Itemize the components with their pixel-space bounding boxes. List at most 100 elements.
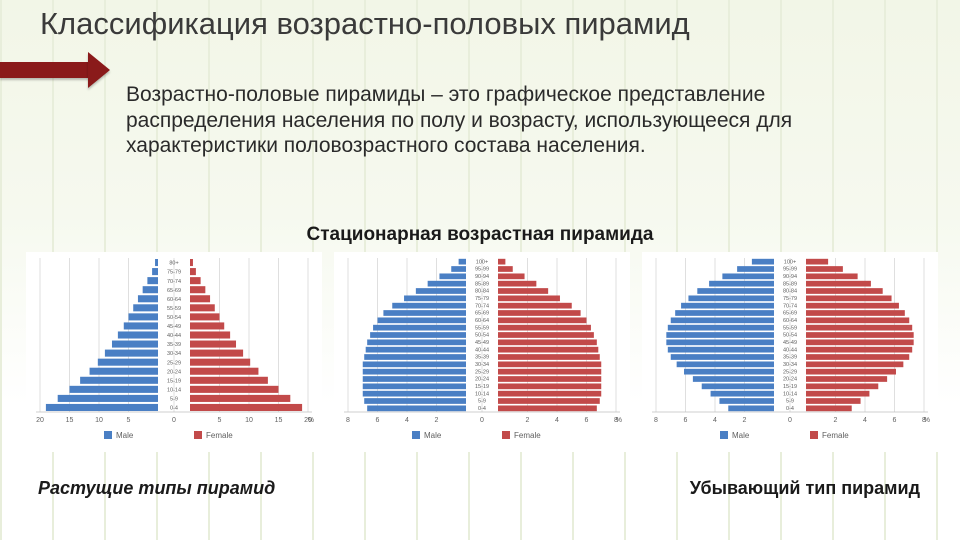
svg-text:50-54: 50-54 — [783, 333, 797, 339]
svg-text:35-39: 35-39 — [475, 355, 489, 361]
svg-text:0: 0 — [172, 417, 176, 424]
svg-text:85-89: 85-89 — [475, 281, 489, 287]
decorative-arrow — [0, 52, 110, 88]
svg-text:100+: 100+ — [784, 259, 796, 265]
svg-text:20-24: 20-24 — [167, 369, 181, 375]
pyramid-stationary: 864202468100+95-9990-9485-8980-8475-7970… — [334, 252, 630, 452]
svg-text:65-69: 65-69 — [783, 311, 797, 317]
svg-text:65-69: 65-69 — [167, 288, 181, 294]
svg-text:25-29: 25-29 — [475, 369, 489, 375]
svg-text:40-44: 40-44 — [475, 347, 489, 353]
left-chart-caption: Растущие типы пирамид — [38, 478, 275, 499]
svg-text:10-14: 10-14 — [783, 391, 797, 397]
svg-text:40-44: 40-44 — [783, 347, 797, 353]
pyramid-charts-row: 20151050510152080+75-7970-7465-6960-6455… — [26, 252, 938, 452]
svg-text:45-49: 45-49 — [475, 340, 489, 346]
svg-text:5-9: 5-9 — [170, 397, 178, 403]
center-chart-caption: Стационарная возрастная пирамида — [0, 224, 960, 246]
svg-text:4: 4 — [863, 417, 867, 424]
svg-text:55-59: 55-59 — [167, 306, 181, 312]
svg-text:Female: Female — [206, 431, 233, 440]
svg-text:2: 2 — [526, 417, 530, 424]
svg-text:95-99: 95-99 — [783, 267, 797, 273]
svg-text:30-34: 30-34 — [783, 362, 797, 368]
svg-text:50-54: 50-54 — [167, 315, 181, 321]
svg-text:70-74: 70-74 — [783, 303, 797, 309]
svg-text:20: 20 — [36, 417, 44, 424]
svg-text:55-59: 55-59 — [783, 325, 797, 331]
svg-text:0-4: 0-4 — [170, 406, 178, 412]
svg-text:Male: Male — [116, 431, 134, 440]
svg-text:50-54: 50-54 — [475, 333, 489, 339]
svg-text:10: 10 — [95, 417, 103, 424]
svg-text:5: 5 — [218, 417, 222, 424]
svg-text:6: 6 — [684, 417, 688, 424]
svg-text:60-64: 60-64 — [783, 318, 797, 324]
svg-text:75-79: 75-79 — [475, 296, 489, 302]
svg-text:90-94: 90-94 — [783, 274, 797, 280]
svg-text:80-84: 80-84 — [475, 289, 489, 295]
svg-text:6: 6 — [376, 417, 380, 424]
svg-text:25-29: 25-29 — [167, 360, 181, 366]
svg-text:25-29: 25-29 — [783, 369, 797, 375]
svg-text:30-34: 30-34 — [167, 351, 181, 357]
svg-text:15: 15 — [275, 417, 283, 424]
svg-text:15: 15 — [66, 417, 74, 424]
svg-text:45-49: 45-49 — [167, 324, 181, 330]
svg-text:4: 4 — [405, 417, 409, 424]
svg-text:6: 6 — [585, 417, 589, 424]
svg-text:2: 2 — [834, 417, 838, 424]
svg-text:Male: Male — [424, 431, 442, 440]
svg-text:2: 2 — [743, 417, 747, 424]
svg-text:60-64: 60-64 — [475, 318, 489, 324]
slide-title: Классификация возрастно-половых пирамид — [40, 6, 940, 42]
svg-text:15-19: 15-19 — [167, 378, 181, 384]
svg-text:2: 2 — [435, 417, 439, 424]
svg-text:0-4: 0-4 — [478, 406, 486, 412]
svg-text:20-24: 20-24 — [783, 377, 797, 383]
svg-text:Male: Male — [732, 431, 750, 440]
svg-text:40-44: 40-44 — [167, 333, 181, 339]
svg-text:10: 10 — [245, 417, 253, 424]
svg-text:4: 4 — [713, 417, 717, 424]
svg-text:10-14: 10-14 — [475, 391, 489, 397]
svg-text:%: % — [616, 417, 622, 424]
svg-text:15-19: 15-19 — [475, 384, 489, 390]
svg-text:10-14: 10-14 — [167, 387, 181, 393]
svg-text:5-9: 5-9 — [478, 399, 486, 405]
svg-text:100+: 100+ — [476, 259, 488, 265]
svg-text:45-49: 45-49 — [783, 340, 797, 346]
pyramid-declining: 864202468100+95-9990-9485-8980-8475-7970… — [642, 252, 938, 452]
svg-text:0: 0 — [480, 417, 484, 424]
svg-text:5: 5 — [127, 417, 131, 424]
svg-text:90-94: 90-94 — [475, 274, 489, 280]
svg-text:8: 8 — [346, 417, 350, 424]
svg-text:%: % — [924, 417, 930, 424]
svg-text:6: 6 — [893, 417, 897, 424]
svg-text:35-39: 35-39 — [783, 355, 797, 361]
svg-text:80-84: 80-84 — [783, 289, 797, 295]
svg-text:65-69: 65-69 — [475, 311, 489, 317]
svg-text:%: % — [308, 417, 314, 424]
svg-text:70-74: 70-74 — [475, 303, 489, 309]
svg-text:30-34: 30-34 — [475, 362, 489, 368]
svg-text:75-79: 75-79 — [783, 296, 797, 302]
svg-text:60-64: 60-64 — [167, 297, 181, 303]
svg-text:85-89: 85-89 — [783, 281, 797, 287]
definition-paragraph: Возрастно-половые пирамиды – это графиче… — [126, 82, 846, 159]
svg-text:15-19: 15-19 — [783, 384, 797, 390]
svg-text:70-74: 70-74 — [167, 279, 181, 285]
right-chart-caption: Убывающий тип пирамид — [690, 478, 920, 499]
svg-text:4: 4 — [555, 417, 559, 424]
pyramid-growing: 20151050510152080+75-7970-7465-6960-6455… — [26, 252, 322, 452]
svg-text:80+: 80+ — [169, 261, 178, 267]
svg-text:Female: Female — [822, 431, 849, 440]
svg-text:0-4: 0-4 — [786, 406, 794, 412]
svg-text:20-24: 20-24 — [475, 377, 489, 383]
svg-text:Female: Female — [514, 431, 541, 440]
svg-text:55-59: 55-59 — [475, 325, 489, 331]
svg-text:8: 8 — [654, 417, 658, 424]
svg-text:5-9: 5-9 — [786, 399, 794, 405]
svg-text:0: 0 — [788, 417, 792, 424]
svg-text:35-39: 35-39 — [167, 342, 181, 348]
